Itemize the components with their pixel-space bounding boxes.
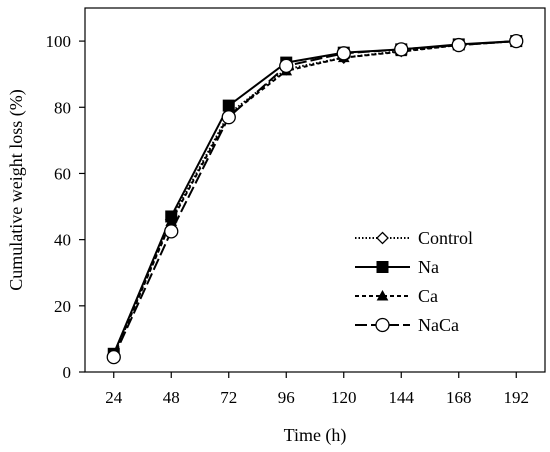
data-point-naca-192 (509, 33, 524, 49)
axes: 0 20 40 60 80 100 24 48 72 96 120 144 168 192 (46, 7, 546, 407)
legend-entry-na: Na (355, 257, 439, 277)
series-ca (107, 35, 523, 360)
x-tick-label-96: 96 (278, 388, 295, 407)
data-point-na-72 (222, 99, 235, 112)
legend-label-na: Na (418, 257, 439, 277)
data-point-naca-168 (451, 37, 466, 53)
data-point-naca-72 (221, 110, 236, 125)
y-tick-label-20: 20 (54, 297, 71, 316)
legend-label-naca: NaCa (418, 315, 459, 335)
x-tick-label-120: 120 (331, 388, 357, 407)
legend-label-control: Control (418, 228, 473, 248)
data-point-naca-24 (106, 349, 121, 365)
series-line-naca (112, 40, 517, 358)
x-tick-label-72: 72 (220, 388, 237, 407)
legend-marker-ca (376, 289, 389, 301)
x-tick-label-48: 48 (163, 388, 180, 407)
legend-label-ca: Ca (418, 286, 438, 306)
data-point-naca-144 (394, 42, 409, 57)
data-point-naca-96 (279, 58, 294, 74)
x-tick-label-24: 24 (105, 388, 123, 407)
data-point-naca-120 (336, 46, 351, 61)
series-na (107, 35, 523, 360)
x-tick-label-168: 168 (446, 388, 472, 407)
series-layer (106, 33, 524, 365)
series-line-control (112, 40, 517, 356)
x-tick-label-192: 192 (504, 388, 530, 407)
legend-marker-na (376, 261, 389, 273)
series-line-na (112, 40, 517, 355)
legend-marker-naca (375, 317, 390, 333)
x-tick-label-144: 144 (389, 388, 415, 407)
series-naca (106, 33, 524, 365)
legend-entry-control: Control (355, 228, 473, 248)
y-tick-label-40: 40 (54, 231, 71, 250)
legend-marker-control (376, 231, 389, 245)
y-tick-label-100: 100 (46, 32, 72, 51)
y-tick-label-0: 0 (63, 363, 72, 382)
data-point-naca-48 (164, 224, 179, 239)
x-axis-title: Time (h) (284, 425, 347, 446)
y-axis-title: Cumulative weight loss (%) (6, 89, 27, 290)
series-line-ca (112, 40, 517, 356)
plot-frame (84, 7, 546, 373)
y-tick-label-80: 80 (54, 98, 71, 117)
legend-entry-ca: Ca (355, 286, 438, 306)
y-tick-label-60: 60 (54, 164, 71, 183)
legend-entry-naca: NaCa (355, 315, 459, 335)
series-control (107, 34, 523, 362)
